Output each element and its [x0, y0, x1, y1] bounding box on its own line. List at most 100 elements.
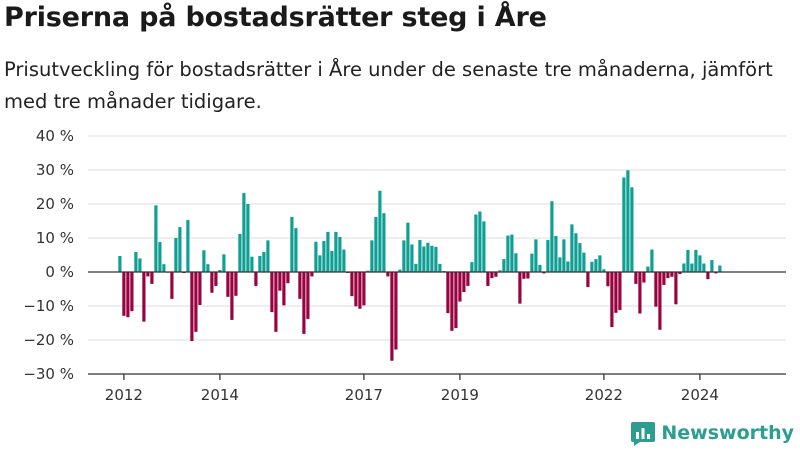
bar — [246, 204, 250, 272]
bar — [438, 263, 442, 272]
bar — [374, 216, 378, 272]
bar — [134, 251, 138, 272]
bar — [510, 234, 514, 272]
bar — [430, 245, 434, 272]
bar — [506, 235, 510, 272]
bar — [218, 269, 222, 272]
bar — [274, 272, 278, 332]
bar — [210, 272, 214, 293]
bar — [618, 272, 622, 311]
bar — [270, 272, 274, 313]
y-tick-label: −10 % — [23, 297, 74, 315]
bar — [494, 272, 498, 277]
newsworthy-logo[interactable]: Newsworthy — [630, 420, 794, 446]
bar — [238, 233, 242, 272]
bar — [634, 272, 638, 284]
x-tick-label: 2019 — [441, 386, 479, 404]
bar — [502, 259, 506, 272]
bar — [342, 249, 346, 272]
bar — [310, 272, 314, 277]
bar — [158, 242, 162, 272]
bar — [362, 272, 366, 306]
data-label: 2 % — [727, 0, 757, 4]
bar — [610, 272, 614, 328]
bar — [162, 264, 166, 272]
bars — [118, 170, 722, 361]
bar — [482, 221, 486, 272]
bar — [298, 272, 302, 299]
bar — [650, 249, 654, 272]
bar — [642, 272, 646, 283]
bar — [578, 243, 582, 272]
bar — [546, 240, 550, 272]
bar — [206, 264, 210, 272]
bar — [554, 235, 558, 272]
bar — [466, 272, 470, 286]
bar — [294, 228, 298, 272]
x-tick-label: 2022 — [585, 386, 623, 404]
bar — [566, 261, 570, 272]
bar — [318, 255, 322, 272]
bar — [558, 257, 562, 272]
bar — [718, 265, 722, 272]
bar — [586, 272, 590, 287]
bar — [674, 272, 678, 305]
bar — [354, 272, 358, 307]
bar — [706, 272, 710, 280]
chart-subtitle: Prisutveckling för bostadsrätter i Åre u… — [4, 58, 773, 113]
bar — [370, 240, 374, 272]
bar — [538, 264, 542, 272]
y-tick-label: 0 % — [45, 263, 74, 281]
x-tick-label: 2012 — [105, 386, 143, 404]
bar — [638, 272, 642, 314]
bar — [138, 258, 142, 272]
bar — [234, 272, 238, 296]
bar — [278, 272, 282, 291]
bar — [286, 272, 290, 284]
bar — [410, 244, 414, 272]
bar — [190, 272, 194, 342]
bar — [542, 272, 546, 274]
bar — [654, 272, 658, 307]
bar — [170, 272, 174, 299]
bar — [690, 263, 694, 272]
bar — [290, 216, 294, 272]
bar — [714, 272, 718, 274]
bar — [662, 272, 666, 285]
bar — [222, 254, 226, 272]
bar — [606, 272, 610, 287]
bar — [562, 239, 566, 272]
y-tick-label: −30 % — [23, 365, 74, 383]
bar — [314, 241, 318, 272]
y-tick-label: 10 % — [36, 229, 74, 247]
bar — [250, 256, 254, 272]
y-tick-label: −20 % — [23, 331, 74, 349]
bar — [150, 272, 154, 284]
bar — [366, 270, 370, 272]
bar — [682, 263, 686, 272]
bar — [678, 272, 682, 275]
bar — [702, 263, 706, 272]
bar — [454, 272, 458, 329]
bar — [386, 272, 390, 277]
newsworthy-logo-icon — [631, 422, 656, 446]
bar — [670, 272, 674, 277]
bar — [242, 193, 246, 272]
x-tick-label: 2014 — [201, 386, 239, 404]
bar — [202, 250, 206, 272]
bar — [382, 213, 386, 272]
bar — [530, 253, 534, 272]
chart-title: Priserna på bostadsrätter steg i Åre — [4, 2, 547, 33]
bar — [474, 214, 478, 272]
bar — [194, 272, 198, 332]
grid-lines — [88, 135, 786, 375]
bar — [254, 272, 258, 286]
bar — [330, 250, 334, 272]
bar — [626, 170, 630, 272]
bar — [574, 233, 578, 272]
bar — [450, 272, 454, 331]
bar — [550, 201, 554, 272]
bar — [226, 272, 230, 297]
bar — [514, 253, 518, 272]
